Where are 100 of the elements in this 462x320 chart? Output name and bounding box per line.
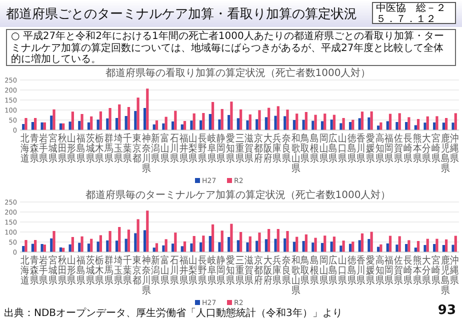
bar	[258, 232, 261, 252]
bar	[296, 236, 298, 252]
bar	[330, 120, 333, 130]
x-tick-label: 宮城県	[48, 255, 57, 287]
bar	[174, 110, 177, 130]
x-tick-label: 山形県	[67, 133, 76, 165]
bar	[127, 230, 130, 252]
x-tick-label: 三重県	[235, 133, 244, 165]
x-tick-label: 大阪府	[263, 255, 272, 287]
chart-title: 都道府県毎の看取り加算の算定状況（死亡者数1000人対）	[105, 67, 371, 79]
bar	[127, 107, 130, 130]
x-tick-label: 愛媛県	[366, 133, 374, 165]
x-tick-label: 富山県	[160, 255, 169, 287]
bar	[264, 239, 268, 252]
x-tick-label: 山口県	[338, 255, 346, 287]
x-tick-label: 神奈川県	[142, 255, 150, 297]
bar	[228, 115, 230, 130]
bar	[454, 113, 457, 130]
bar	[284, 238, 286, 252]
text: ５．７．１２	[376, 14, 437, 25]
bar	[324, 114, 326, 130]
x-tick-label: 滋賀県	[244, 133, 254, 165]
text: 中医協 総－２	[376, 3, 447, 14]
x-tick-label: 静岡県	[216, 133, 226, 165]
bar	[324, 236, 326, 252]
bar	[416, 119, 420, 130]
bar	[164, 239, 168, 252]
bar	[312, 242, 314, 252]
x-tick-label: 富山県	[160, 133, 169, 165]
bar	[426, 116, 429, 130]
x-tick-label: 茨城県	[84, 133, 94, 165]
bar	[218, 119, 221, 130]
x-tick-label: 宮崎県	[431, 133, 440, 165]
bar	[388, 236, 392, 252]
bar	[40, 122, 44, 130]
bar	[24, 240, 28, 252]
x-tick-label: 埼玉県	[112, 255, 122, 287]
bar	[360, 112, 364, 130]
bar	[240, 109, 242, 130]
bar	[370, 232, 373, 252]
bar	[274, 116, 277, 130]
bar	[211, 102, 214, 130]
bar	[143, 108, 146, 130]
bar	[352, 242, 354, 252]
bar	[368, 239, 370, 252]
bar	[43, 244, 46, 252]
x-tick-label: 滋賀県	[244, 255, 254, 287]
bar	[276, 229, 280, 252]
bar	[424, 245, 426, 252]
bar	[436, 116, 438, 130]
bar	[230, 224, 233, 252]
bar	[208, 114, 212, 130]
x-tick-label: 熊本県	[412, 133, 422, 165]
bar	[106, 118, 109, 130]
x-tick-label: 兵庫県	[272, 133, 282, 165]
bar	[256, 240, 258, 252]
x-tick-label: 大分県	[422, 255, 431, 287]
x-tick-label: 長崎県	[403, 255, 412, 287]
x-tick-label: 愛知県	[226, 133, 234, 165]
bar	[264, 117, 268, 130]
summary: ○ 平成27年と令和2年における1年間の死亡者1000人あたりの都道府県ごとの看取り加算・ターミナルケア加算の算定回数については、地域毎にばらつきがあるが、平成27年度と比較して全体的に増加している。	[6, 29, 456, 66]
bar	[230, 102, 233, 130]
x-tick-label: 京都府	[254, 255, 262, 287]
bar	[304, 112, 308, 130]
bar	[118, 104, 121, 130]
bar	[50, 116, 53, 130]
chart-title: 都道府県毎のターミナルケア加算の算定状況（死亡者数1000人対）	[85, 189, 391, 201]
bar	[408, 240, 410, 252]
bar	[34, 118, 37, 130]
x-tick-label: 山梨県	[188, 133, 197, 165]
bar	[240, 232, 242, 252]
bar	[208, 236, 212, 252]
x-tick-label: 山形県	[67, 255, 76, 287]
bar	[71, 112, 74, 130]
x-tick-label: 熊本県	[412, 255, 422, 287]
x-tick-label: 愛媛県	[366, 255, 374, 287]
bar	[286, 110, 289, 130]
x-tick-label: 青森県	[30, 133, 38, 165]
bar	[190, 243, 193, 252]
bar	[386, 121, 389, 130]
x-tick-label: 山口県	[338, 133, 346, 165]
x-tick-label: 大阪府	[263, 133, 272, 165]
bar	[124, 238, 128, 252]
bar	[320, 243, 324, 252]
bar	[228, 237, 230, 252]
x-tick-label: 秋田県	[58, 133, 66, 165]
bar	[218, 242, 221, 252]
bar	[80, 236, 84, 252]
bar	[454, 236, 457, 252]
x-tick-label: 徳島県	[347, 133, 356, 165]
bar	[96, 120, 100, 130]
x-tick-label: 岡山県	[319, 255, 328, 287]
bar	[115, 240, 118, 252]
x-tick-label: 東京都	[132, 255, 141, 287]
bar	[183, 241, 186, 252]
bar	[442, 122, 445, 130]
bar	[248, 114, 252, 130]
bar	[99, 235, 102, 252]
x-tick-label: 新潟県	[151, 255, 160, 287]
bar	[96, 242, 100, 252]
